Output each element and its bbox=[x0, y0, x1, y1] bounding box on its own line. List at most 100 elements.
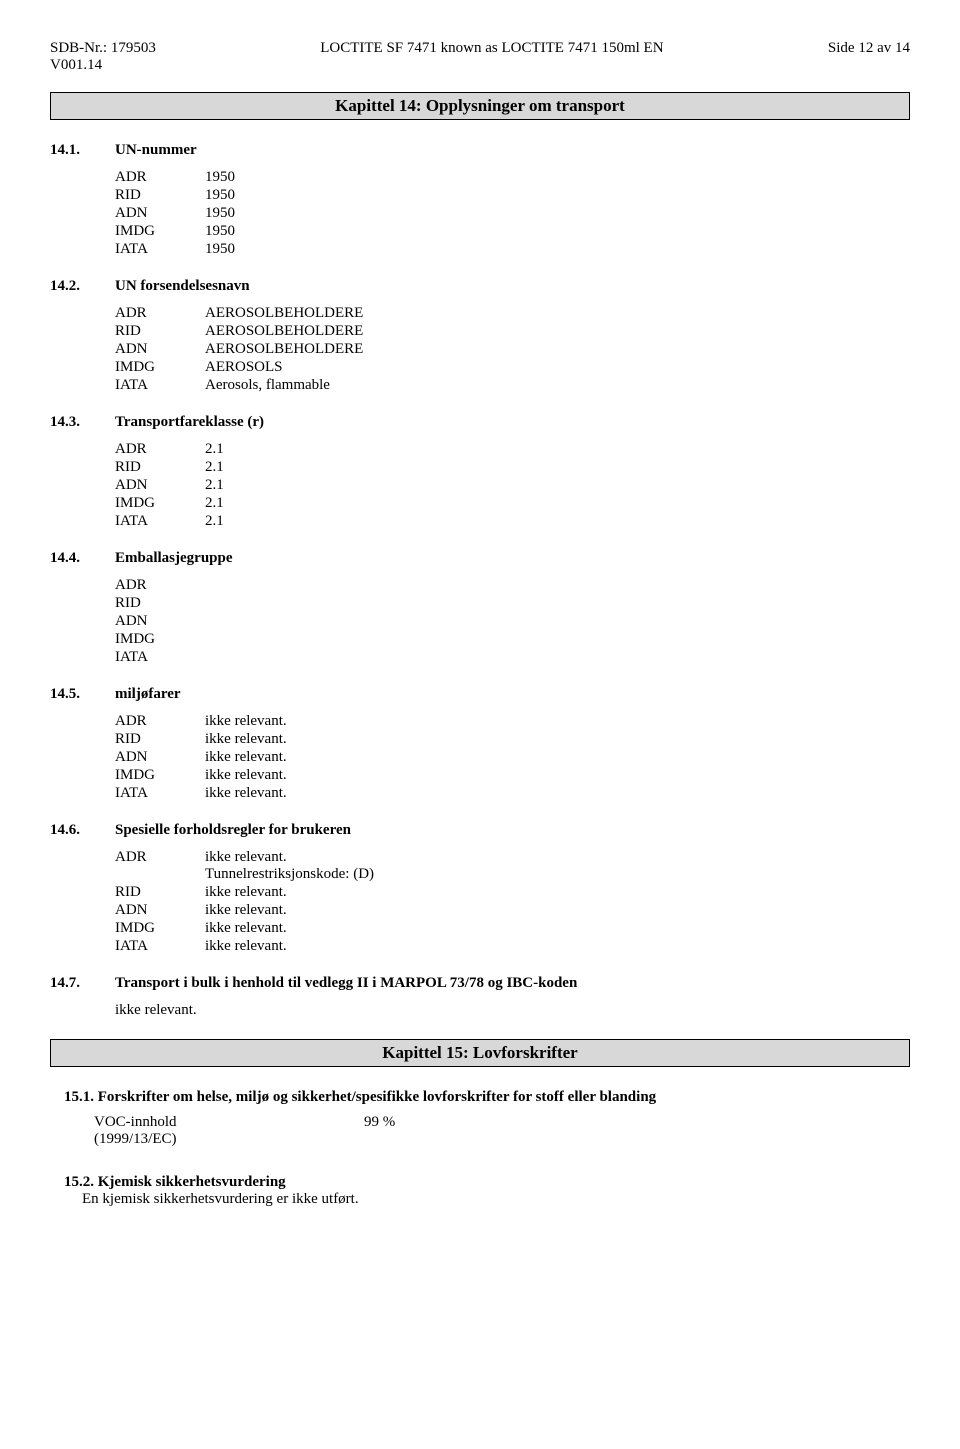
kv-key: IMDG bbox=[115, 631, 205, 648]
kv-val: AEROSOLS bbox=[205, 359, 283, 376]
sub-title: miljøfarer bbox=[115, 686, 181, 703]
sdb-label: SDB-Nr.: bbox=[50, 40, 107, 56]
header-title: LOCTITE SF 7471 known as LOCTITE 7471 15… bbox=[156, 40, 828, 74]
kv-val: ikke relevant. bbox=[205, 884, 287, 901]
kv-key: IMDG bbox=[115, 223, 205, 240]
kv-val: 2.1 bbox=[205, 495, 224, 512]
kv-key: ADR bbox=[115, 441, 205, 458]
kv-key: IMDG bbox=[115, 920, 205, 937]
kv-key: RID bbox=[115, 323, 205, 340]
section-14-3: 14.3. Transportfareklasse (r) ADR2.1 RID… bbox=[50, 414, 910, 530]
voc-sub: (1999/13/EC) bbox=[94, 1131, 177, 1147]
s4-rows: ADR RID ADN IMDG IATA bbox=[115, 577, 910, 666]
sub-num: 14.5. bbox=[50, 686, 115, 703]
s2-body: En kjemisk sikkerhetsvurdering er ikke u… bbox=[82, 1191, 910, 1208]
kv-val: 2.1 bbox=[205, 513, 224, 530]
kv-key: ADR bbox=[115, 713, 205, 730]
sub-title: Forskrifter om helse, miljø og sikkerhet… bbox=[98, 1089, 656, 1105]
kv-val: 1950 bbox=[205, 205, 235, 222]
kv-val: 1950 bbox=[205, 241, 235, 258]
kv-val: ikke relevant. bbox=[205, 767, 287, 784]
kv-key: RID bbox=[115, 187, 205, 204]
kv-val: ikke relevant. bbox=[205, 731, 287, 748]
sub-title: Kjemisk sikkerhetsvurdering bbox=[98, 1174, 286, 1190]
kv-val: 2.1 bbox=[205, 441, 224, 458]
sub-num: 14.1. bbox=[50, 142, 115, 159]
voc-block: VOC-innhold (1999/13/EC) 99 % bbox=[94, 1114, 910, 1148]
sdb-value: 179503 bbox=[111, 40, 156, 56]
sub-num: 14.6. bbox=[50, 822, 115, 839]
section-14-6: 14.6. Spesielle forholdsregler for bruke… bbox=[50, 822, 910, 955]
kv-val: ikke relevant. bbox=[205, 920, 287, 937]
kv-key: ADN bbox=[115, 341, 205, 358]
section-14-banner: Kapittel 14: Opplysninger om transport bbox=[50, 92, 910, 120]
sub-title: Transportfareklasse (r) bbox=[115, 414, 264, 431]
section-14-2: 14.2. UN forsendelsesnavn ADRAEROSOLBEHO… bbox=[50, 278, 910, 394]
kv-key: RID bbox=[115, 731, 205, 748]
s2-rows: ADRAEROSOLBEHOLDERE RIDAEROSOLBEHOLDERE … bbox=[115, 305, 910, 394]
section-14-5: 14.5. miljøfarer ADRikke relevant. RIDik… bbox=[50, 686, 910, 802]
kv-val: ikke relevant. bbox=[205, 713, 287, 730]
kv-key: ADN bbox=[115, 749, 205, 766]
header-page: Side 12 av 14 bbox=[828, 40, 910, 74]
sub-num: 14.2. bbox=[50, 278, 115, 295]
kv-val: 1950 bbox=[205, 187, 235, 204]
kv-val: AEROSOLBEHOLDERE bbox=[205, 341, 363, 358]
kv-key: IATA bbox=[115, 785, 205, 802]
kv-key: RID bbox=[115, 884, 205, 901]
kv-val: 1950 bbox=[205, 223, 235, 240]
kv-key: IMDG bbox=[115, 495, 205, 512]
kv-key: ADR bbox=[115, 849, 205, 883]
kv-key: IATA bbox=[115, 938, 205, 955]
kv-key: ADR bbox=[115, 577, 205, 594]
kv-key: ADR bbox=[115, 169, 205, 186]
sub-title: UN-nummer bbox=[115, 142, 197, 159]
voc-label: VOC-innhold bbox=[94, 1114, 177, 1130]
kv-key: IATA bbox=[115, 513, 205, 530]
kv-key: ADN bbox=[115, 613, 205, 630]
sub-num: 15.1. bbox=[64, 1089, 94, 1105]
kv-key: RID bbox=[115, 595, 205, 612]
section-14-4: 14.4. Emballasjegruppe ADR RID ADN IMDG … bbox=[50, 550, 910, 666]
s6-rows: ADR ikke relevant. Tunnelrestriksjonskod… bbox=[115, 849, 910, 955]
version: V001.14 bbox=[50, 57, 102, 73]
s7-body: ikke relevant. bbox=[115, 1002, 910, 1019]
kv-key: IATA bbox=[115, 241, 205, 258]
kv-key: IMDG bbox=[115, 359, 205, 376]
kv-val: 1950 bbox=[205, 169, 235, 186]
kv-val: ikke relevant. bbox=[205, 902, 287, 919]
kv-val: AEROSOLBEHOLDERE bbox=[205, 305, 363, 322]
sub-title: Emballasjegruppe bbox=[115, 550, 233, 567]
header-left: SDB-Nr.: 179503 V001.14 bbox=[50, 40, 156, 74]
kv-key: ADN bbox=[115, 902, 205, 919]
kv-key: ADN bbox=[115, 477, 205, 494]
kv-val: 2.1 bbox=[205, 459, 224, 476]
s1-rows: ADR1950 RID1950 ADN1950 IMDG1950 IATA195… bbox=[115, 169, 910, 258]
kv-val: AEROSOLBEHOLDERE bbox=[205, 323, 363, 340]
kv-val: ikke relevant. bbox=[205, 785, 287, 802]
kv-val: ikke relevant. bbox=[205, 938, 287, 955]
sub-title: Transport i bulk i henhold til vedlegg I… bbox=[115, 975, 577, 992]
sub-num: 14.3. bbox=[50, 414, 115, 431]
kv-val-extra: Tunnelrestriksjonskode: (D) bbox=[205, 866, 374, 883]
sub-num: 14.4. bbox=[50, 550, 115, 567]
voc-value: 99 % bbox=[364, 1114, 395, 1148]
s3-rows: ADR2.1 RID2.1 ADN2.1 IMDG2.1 IATA2.1 bbox=[115, 441, 910, 530]
page-header: SDB-Nr.: 179503 V001.14 LOCTITE SF 7471 … bbox=[50, 40, 910, 74]
s5-rows: ADRikke relevant. RIDikke relevant. ADNi… bbox=[115, 713, 910, 802]
kv-key: RID bbox=[115, 459, 205, 476]
kv-val: 2.1 bbox=[205, 477, 224, 494]
kv-key: ADR bbox=[115, 305, 205, 322]
kv-key: IATA bbox=[115, 377, 205, 394]
kv-val: ikke relevant. bbox=[205, 749, 287, 766]
kv-val: Aerosols, flammable bbox=[205, 377, 330, 394]
kv-key: IMDG bbox=[115, 767, 205, 784]
sub-num: 14.7. bbox=[50, 975, 115, 992]
sub-title: UN forsendelsesnavn bbox=[115, 278, 250, 295]
section-15-1: 15.1. Forskrifter om helse, miljø og sik… bbox=[64, 1089, 910, 1148]
kv-key: IATA bbox=[115, 649, 205, 666]
sub-title: Spesielle forholdsregler for brukeren bbox=[115, 822, 351, 839]
section-14-7: 14.7. Transport i bulk i henhold til ved… bbox=[50, 975, 910, 1019]
sub-num: 15.2. bbox=[64, 1174, 94, 1190]
section-15-2: 15.2. Kjemisk sikkerhetsvurdering En kje… bbox=[64, 1174, 910, 1208]
